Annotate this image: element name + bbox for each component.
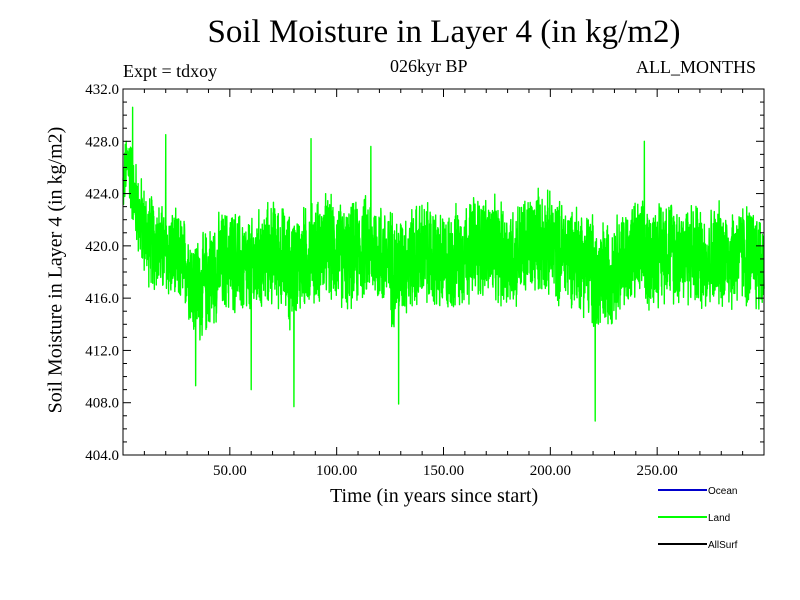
y-tick-label: 424.0 (85, 187, 119, 203)
legend-label-ocean: Ocean (708, 486, 737, 497)
y-tick-label: 416.0 (85, 291, 119, 307)
y-tick-label: 404.0 (85, 448, 119, 464)
y-tick-label: 412.0 (85, 343, 119, 359)
y-tick-label: 408.0 (85, 396, 119, 412)
x-tick-label: 150.00 (423, 463, 464, 479)
experiment-label: Expt = tdxoy (123, 61, 218, 81)
period-label: 026kyr BP (390, 56, 468, 76)
series-line-land (122, 106, 765, 422)
x-tick-label: 200.00 (530, 463, 571, 479)
months-label: ALL_MONTHS (636, 57, 756, 77)
plot-area (122, 106, 765, 422)
chart-title: Soil Moisture in Layer 4 (in kg/m2) (207, 14, 681, 50)
x-tick-label: 250.00 (637, 463, 678, 479)
y-tick-label: 428.0 (85, 134, 119, 150)
legend-label-allsurf: AllSurf (708, 540, 738, 551)
y-tick-label: 432.0 (85, 82, 119, 98)
x-axis-label: Time (in years since start) (330, 485, 539, 507)
x-tick-label: 100.00 (316, 463, 357, 479)
axis-ticks: 404.0 408.0 412.0 416.0 420.0 424.0 428.0 432.0… (85, 82, 764, 479)
legend: Ocean Land AllSurf (658, 486, 738, 551)
y-tick-label: 420.0 (85, 239, 119, 255)
x-tick-label: 50.00 (213, 463, 247, 479)
legend-label-land: Land (708, 513, 730, 524)
